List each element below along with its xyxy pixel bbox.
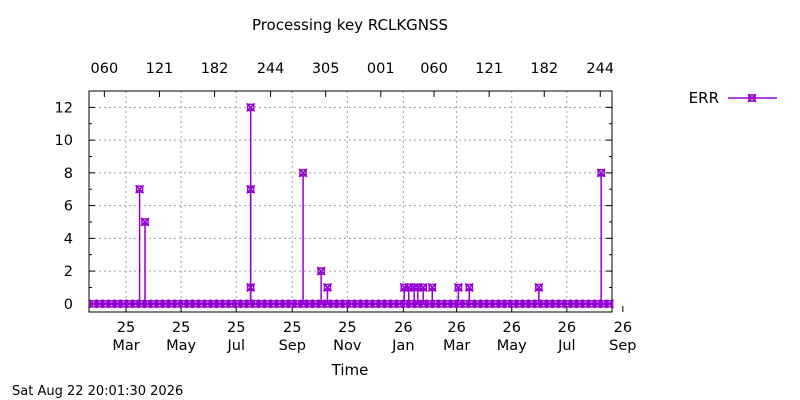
data-point xyxy=(298,168,308,178)
legend-marker xyxy=(747,93,757,103)
x-tick-day: 26 xyxy=(614,320,632,336)
x-axis-bottom-ticks: 25 Mar 25 May 25 Jul 25 Sep 25 Nov 26 Jan 26 Mar 26 May… xyxy=(112,306,637,354)
x-top-tick-label: 060 xyxy=(420,61,448,77)
x-tick-month: Mar xyxy=(443,338,470,354)
x-tick-day: 26 xyxy=(558,320,576,336)
timestamp: Sat Aug 22 20:01:30 2026 xyxy=(12,384,183,399)
legend: ERR xyxy=(689,89,777,107)
data-point xyxy=(418,282,428,292)
data-point xyxy=(427,282,437,292)
data-point xyxy=(534,282,544,292)
baseline-markers xyxy=(88,299,615,309)
x-tick-day: 26 xyxy=(447,320,465,336)
x-tick-month: Nov xyxy=(333,338,362,354)
x-tick-month: Jul xyxy=(557,338,576,354)
x-axis-label: Time xyxy=(331,361,369,379)
y-tick-label: 6 xyxy=(64,199,73,215)
data-point xyxy=(135,184,145,194)
y-tick-label: 0 xyxy=(64,297,73,313)
data-point xyxy=(140,217,150,227)
y-tick-label: 2 xyxy=(64,264,73,280)
legend-label: ERR xyxy=(689,89,719,107)
x-tick-month: May xyxy=(497,338,527,354)
x-axis-top-ticks: 060 121 182 244 305 001 060 121 182 244 xyxy=(91,61,614,97)
x-top-tick-label: 182 xyxy=(530,61,558,77)
x-tick-month: Jan xyxy=(391,338,414,354)
x-tick-month: Sep xyxy=(279,338,306,354)
x-tick-day: 25 xyxy=(172,320,190,336)
x-tick-day: 25 xyxy=(338,320,356,336)
x-tick-month: Sep xyxy=(609,338,636,354)
x-top-tick-label: 001 xyxy=(367,61,395,77)
x-tick-day: 26 xyxy=(503,320,521,336)
y-tick-label: 12 xyxy=(55,100,73,116)
y-tick-label: 4 xyxy=(64,231,73,247)
data-point xyxy=(464,282,474,292)
x-tick-month: May xyxy=(166,338,196,354)
y-tick-label: 8 xyxy=(64,166,73,182)
x-top-tick-label: 182 xyxy=(201,61,229,77)
data-point xyxy=(316,266,326,276)
data-point xyxy=(596,168,606,178)
y-axis-ticks: 0 2 4 6 8 10 12 xyxy=(55,90,612,313)
x-tick-month: Jul xyxy=(226,338,245,354)
x-top-tick-label: 121 xyxy=(475,61,503,77)
data-point xyxy=(322,282,332,292)
x-tick-day: 25 xyxy=(227,320,245,336)
data-point-zero xyxy=(604,299,615,309)
x-tick-day: 26 xyxy=(394,320,412,336)
x-top-tick-label: 305 xyxy=(312,61,340,77)
gridlines xyxy=(89,91,612,312)
x-top-tick-label: 244 xyxy=(586,61,614,77)
x-top-tick-label: 244 xyxy=(257,61,285,77)
x-top-tick-label: 060 xyxy=(91,61,119,77)
x-tick-day: 25 xyxy=(117,320,135,336)
axes xyxy=(88,90,613,313)
x-tick-day: 25 xyxy=(283,320,301,336)
legend-marker-glyph xyxy=(747,93,757,103)
series-err xyxy=(88,102,615,309)
y-tick-label: 10 xyxy=(55,133,73,149)
x-top-tick-label: 121 xyxy=(146,61,174,77)
data-point xyxy=(453,282,463,292)
chart-title: Processing key RCLKGNSS xyxy=(252,16,448,34)
data-point xyxy=(246,102,256,112)
x-tick-month: Mar xyxy=(112,338,139,354)
plot-frame xyxy=(88,90,613,313)
